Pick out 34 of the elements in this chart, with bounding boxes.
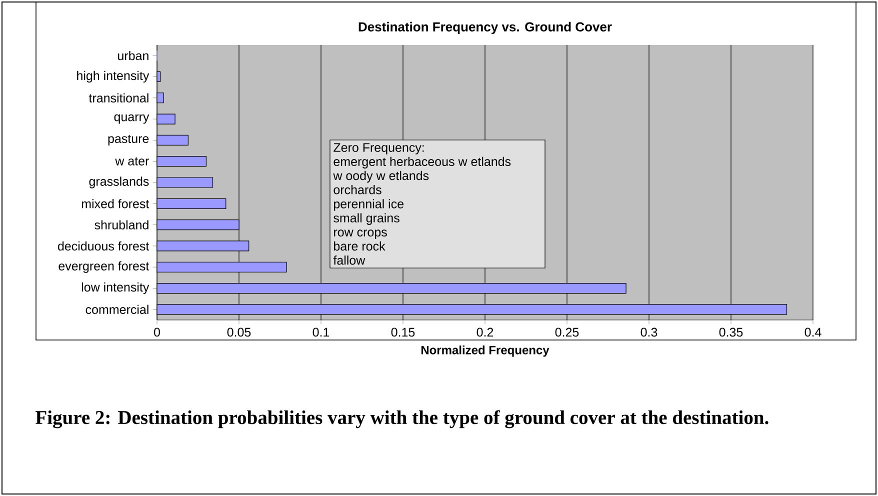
y-tick-label: w ater bbox=[115, 157, 149, 166]
annotation: Zero Frequency: bbox=[334, 143, 424, 154]
annotation: emergent herbaceous w etlands bbox=[334, 156, 511, 168]
annotation: row crops bbox=[334, 230, 387, 239]
annotation: perennial ice bbox=[334, 199, 404, 211]
y-tick-label: pasture bbox=[108, 134, 149, 146]
x-tick-label: 0.3 bbox=[640, 328, 658, 337]
y-tick-label: shrubland bbox=[94, 220, 148, 230]
x-tick-label: 0.25 bbox=[555, 328, 579, 337]
x-tick-label: 0.15 bbox=[391, 328, 415, 337]
y-tick-label: evergreen forest bbox=[58, 261, 150, 273]
annotation: w oody w etlands bbox=[333, 170, 429, 183]
x-tick-label: 0.1 bbox=[312, 328, 330, 337]
caption: Figure 2: Destination probabilities vary with the type of ground cover at the destination. bbox=[36, 410, 768, 428]
x-tick-label: 0.2 bbox=[476, 328, 494, 337]
y-tick-label: low intensity bbox=[82, 282, 150, 294]
annotation: bare rock bbox=[334, 241, 386, 251]
chart-title: Destination Frequency vs. Ground Cover bbox=[358, 22, 612, 34]
y-tick-label: transitional bbox=[88, 93, 148, 102]
y-tick-label: urban bbox=[118, 50, 148, 60]
y-tick-label: quarry bbox=[114, 114, 150, 124]
x-tick-label: 0.35 bbox=[719, 328, 743, 337]
y-tick-label: mixed forest bbox=[82, 199, 150, 208]
x-tick-label: 0.4 bbox=[804, 328, 822, 337]
y-tick-label: high intensity bbox=[77, 70, 150, 83]
x-tick-label: 0.05 bbox=[227, 328, 251, 337]
annotation: orchards bbox=[334, 185, 382, 194]
y-tick-label: deciduous forest bbox=[58, 241, 150, 251]
x-axis-title: Normalized Frequency bbox=[421, 346, 550, 357]
annotation: small grains bbox=[334, 213, 400, 225]
y-tick-label: grasslands bbox=[89, 176, 149, 188]
x-tick-label: 0 bbox=[154, 328, 160, 337]
annotation: fallow bbox=[333, 256, 366, 265]
y-tick-label: commercial bbox=[86, 304, 148, 314]
